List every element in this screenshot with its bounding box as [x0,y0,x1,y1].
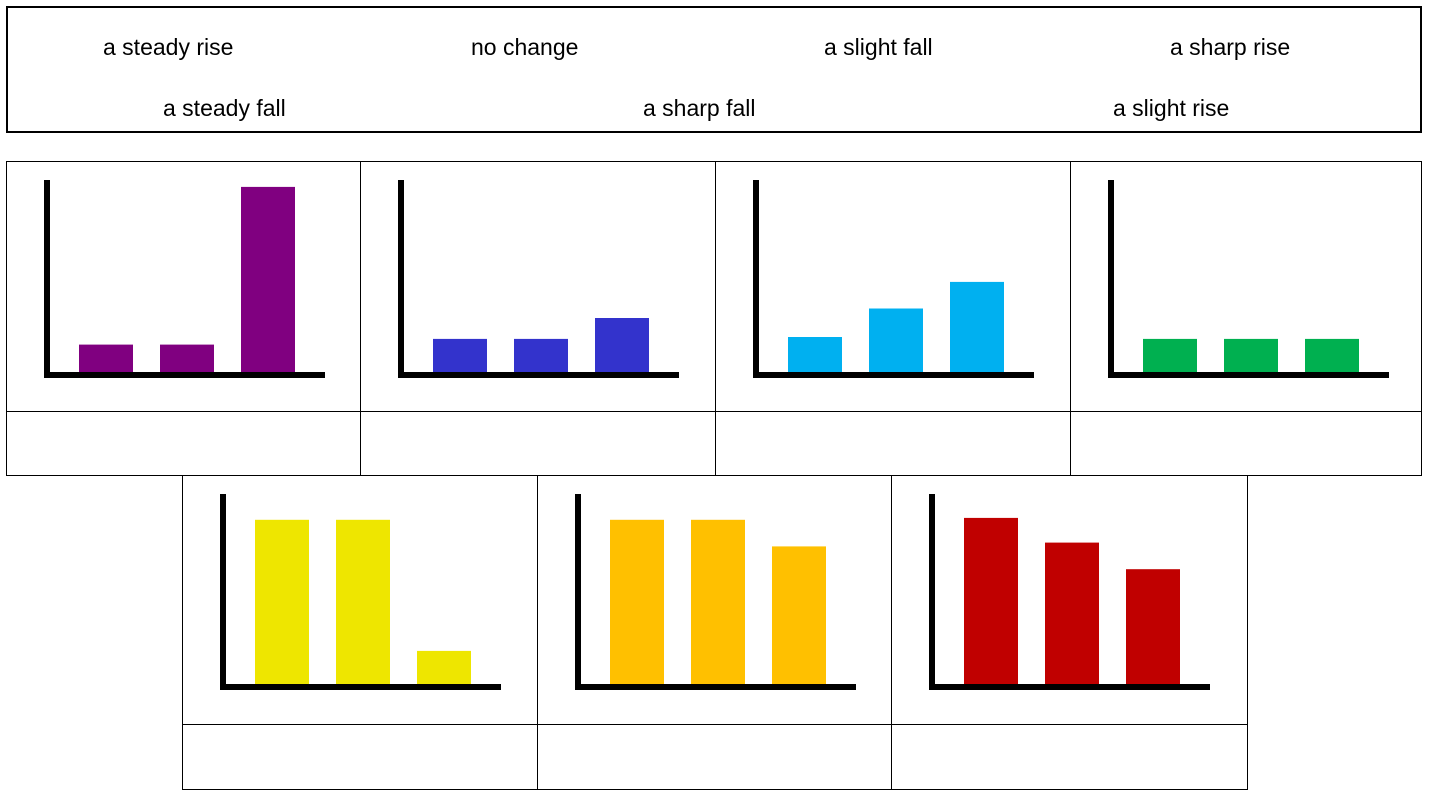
word-option: a slight fall [824,34,933,60]
chart-bar [691,519,745,687]
chart-bar [79,344,133,375]
bar-chart [220,494,501,690]
bar-chart [398,180,679,378]
answer-box[interactable] [6,411,361,476]
answer-box[interactable] [891,724,1248,790]
chart-cell [715,161,1071,412]
word-option: a sharp rise [1170,34,1291,60]
answer-box[interactable] [1070,411,1422,476]
chart-cell [1070,161,1422,412]
bar-chart [1108,180,1389,378]
answer-box[interactable] [715,411,1071,476]
chart-bar [964,517,1018,687]
chart-bar [1126,569,1180,687]
word-option: a sharp fall [643,95,756,121]
bar-chart [575,494,856,690]
chart-bar [336,519,390,687]
chart-bar [514,338,568,375]
chart-bar [869,308,923,375]
chart-bar [433,338,487,375]
answer-box[interactable] [182,724,538,790]
chart-bar [160,344,214,375]
chart-bar [788,337,842,375]
chart-bar [255,519,309,687]
chart-bar [1143,338,1197,375]
word-option: a slight rise [1113,95,1230,121]
answer-box[interactable] [360,411,716,476]
chart-cell [891,475,1248,725]
chart-bar [1305,338,1359,375]
word-bank: a steady rise no change a slight fall a … [6,6,1422,133]
chart-cell [537,475,892,725]
chart-bar [595,318,649,375]
bar-chart [44,180,325,378]
chart-bar [1045,542,1099,687]
chart-bar [950,281,1004,375]
chart-cell [182,475,538,725]
chart-bar [241,186,295,375]
chart-cell [360,161,716,412]
bar-chart [753,180,1034,378]
chart-bar [772,546,826,687]
word-option: a steady rise [103,34,234,60]
chart-bar [417,650,471,687]
word-option: no change [471,34,579,60]
chart-cell [6,161,361,412]
chart-bar [610,519,664,687]
word-option: a steady fall [163,95,286,121]
answer-box[interactable] [537,724,892,790]
bar-chart [929,494,1210,690]
chart-bar [1224,338,1278,375]
